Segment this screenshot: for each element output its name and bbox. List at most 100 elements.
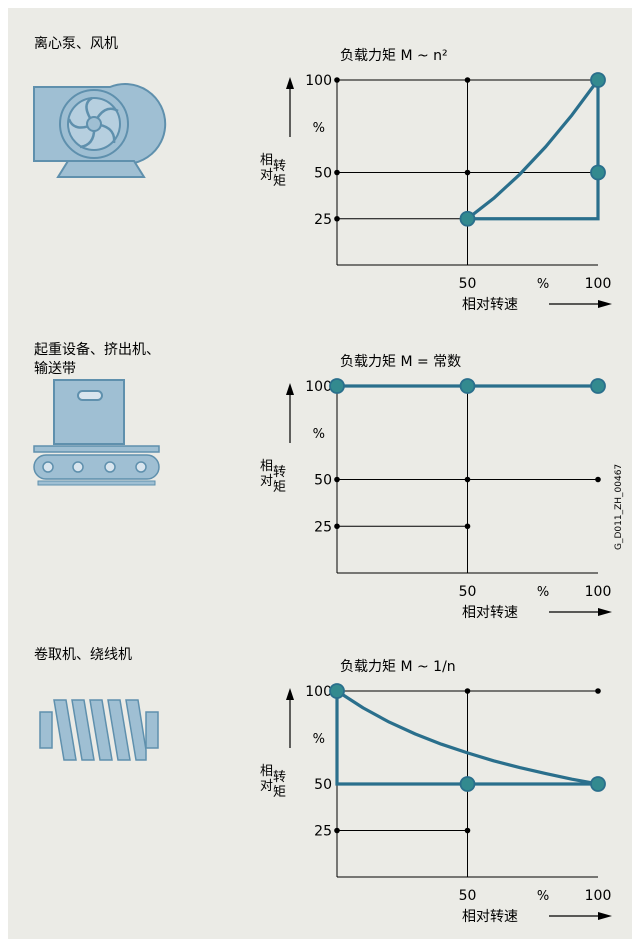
x-axis-label: 相对转速 — [462, 909, 518, 925]
grid-node-point — [334, 169, 340, 176]
x-unit-label: % — [537, 277, 549, 292]
data-point — [590, 776, 606, 792]
data-point — [329, 683, 345, 699]
section-3-label: 卷取机、绕线机 — [34, 647, 132, 663]
y-axis-arrow-head — [286, 77, 294, 89]
section-2-label-line-1: 起重设备、挤出机、 — [34, 341, 160, 358]
y-axis-label-char: 对 — [260, 474, 273, 489]
section-2-label: 起重设备、挤出机、 输送带 — [34, 341, 164, 377]
grid-node-point — [464, 476, 471, 483]
y-unit-label: % — [313, 732, 325, 747]
y-axis-label-char: 转 — [273, 159, 286, 174]
chart-title: 负载力矩 M ~ 1/n — [340, 659, 456, 675]
y-axis-label-char: 转 — [273, 770, 286, 785]
y-axis-label-char: 矩 — [273, 174, 286, 189]
x-tick-label: 50 — [459, 584, 477, 600]
grid-node-point — [464, 688, 471, 694]
y-tick-label: 25 — [314, 519, 332, 535]
y-unit-label: % — [313, 427, 325, 442]
x-axis-arrow-head — [598, 608, 612, 616]
conveyor-belt-bottom — [37, 480, 156, 486]
grid-node-point — [595, 476, 601, 483]
y-axis-label-char: 矩 — [273, 480, 286, 495]
conveyor-belt-body — [33, 454, 160, 480]
x-unit-label: % — [537, 889, 549, 904]
y-axis-label-char: 相 — [260, 153, 273, 168]
grid-node-point — [334, 476, 340, 483]
x-axis-label: 相对转速 — [462, 605, 518, 621]
data-point — [459, 776, 476, 792]
y-axis-label-char: 对 — [260, 779, 273, 794]
region-line — [335, 691, 598, 786]
grid-node-point — [334, 523, 340, 530]
grid-node-point — [464, 169, 471, 176]
conveyor-rollers — [42, 461, 147, 473]
data-point — [459, 378, 476, 394]
pump-hub — [86, 116, 102, 132]
x-tick-label: 100 — [585, 888, 612, 904]
x-axis-label: 相对转速 — [462, 297, 518, 313]
grid-node-point — [334, 77, 340, 83]
data-point — [459, 210, 476, 227]
x-axis-arrow-head — [598, 300, 612, 308]
x-tick-label: 100 — [585, 276, 612, 292]
data-point — [590, 378, 606, 394]
y-unit-label: % — [313, 121, 325, 136]
y-tick-label: 100 — [305, 379, 332, 395]
x-tick-label: 100 — [585, 584, 612, 600]
y-axis-label-char: 对 — [260, 168, 273, 183]
y-tick-label: 100 — [305, 73, 332, 89]
y-axis-label-char: 相 — [260, 764, 273, 779]
y-axis-label-char: 相 — [260, 459, 273, 474]
grid-node-point — [334, 827, 340, 834]
conveyor-belt-top — [33, 445, 160, 453]
pump-base — [56, 160, 146, 178]
y-tick-label: 50 — [314, 166, 332, 182]
data-point — [590, 72, 606, 88]
document-id: G_D011_ZH_00467 — [614, 464, 624, 550]
y-tick-label: 25 — [314, 212, 332, 228]
grid-node-point — [464, 77, 471, 83]
y-axis-arrow-head — [286, 688, 294, 700]
conveyor-box — [53, 379, 125, 445]
section-2-label-line-2: 输送带 — [34, 361, 76, 377]
grid-node-point — [334, 215, 340, 222]
chart-title: 负载力矩 M ~ n² — [340, 48, 448, 64]
x-axis-arrow-head — [598, 912, 612, 920]
winder-coil-turns — [53, 699, 147, 761]
diagram-canvas: 离心泵、风机 负载力矩 M ~ n² 100% 50 25 相对转矩 50% 100 相对转速… — [8, 8, 632, 939]
winder-coil-icon — [39, 699, 159, 761]
y-tick-label: 50 — [314, 777, 332, 793]
y-axis-label-char: 矩 — [273, 785, 286, 800]
y-axis-label-char: 转 — [273, 465, 286, 480]
section-1-label: 离心泵、风机 — [34, 35, 118, 52]
grid-node-point — [464, 827, 471, 834]
y-tick-label: 100 — [305, 684, 332, 700]
torque-curve — [336, 689, 599, 786]
data-point — [329, 378, 345, 394]
y-tick-label: 50 — [314, 473, 332, 489]
y-axis-arrow-head — [286, 383, 294, 395]
conveyor-box-handle — [77, 390, 103, 401]
winder-right-flange — [145, 711, 159, 749]
centrifugal-pump-fan-icon — [33, 83, 167, 178]
region-line — [467, 80, 600, 221]
torque-curve — [466, 79, 600, 221]
x-tick-label: 50 — [459, 276, 477, 292]
x-tick-label: 50 — [459, 888, 477, 904]
x-unit-label: % — [537, 585, 549, 600]
conveyor-belt-icon — [33, 379, 160, 486]
chart-title: 负载力矩 M = 常数 — [340, 354, 461, 370]
grid-node-point — [464, 523, 471, 530]
data-point — [590, 164, 606, 181]
grid-node-point — [595, 688, 601, 694]
winder-left-flange — [39, 711, 53, 749]
y-tick-label: 25 — [314, 824, 332, 840]
